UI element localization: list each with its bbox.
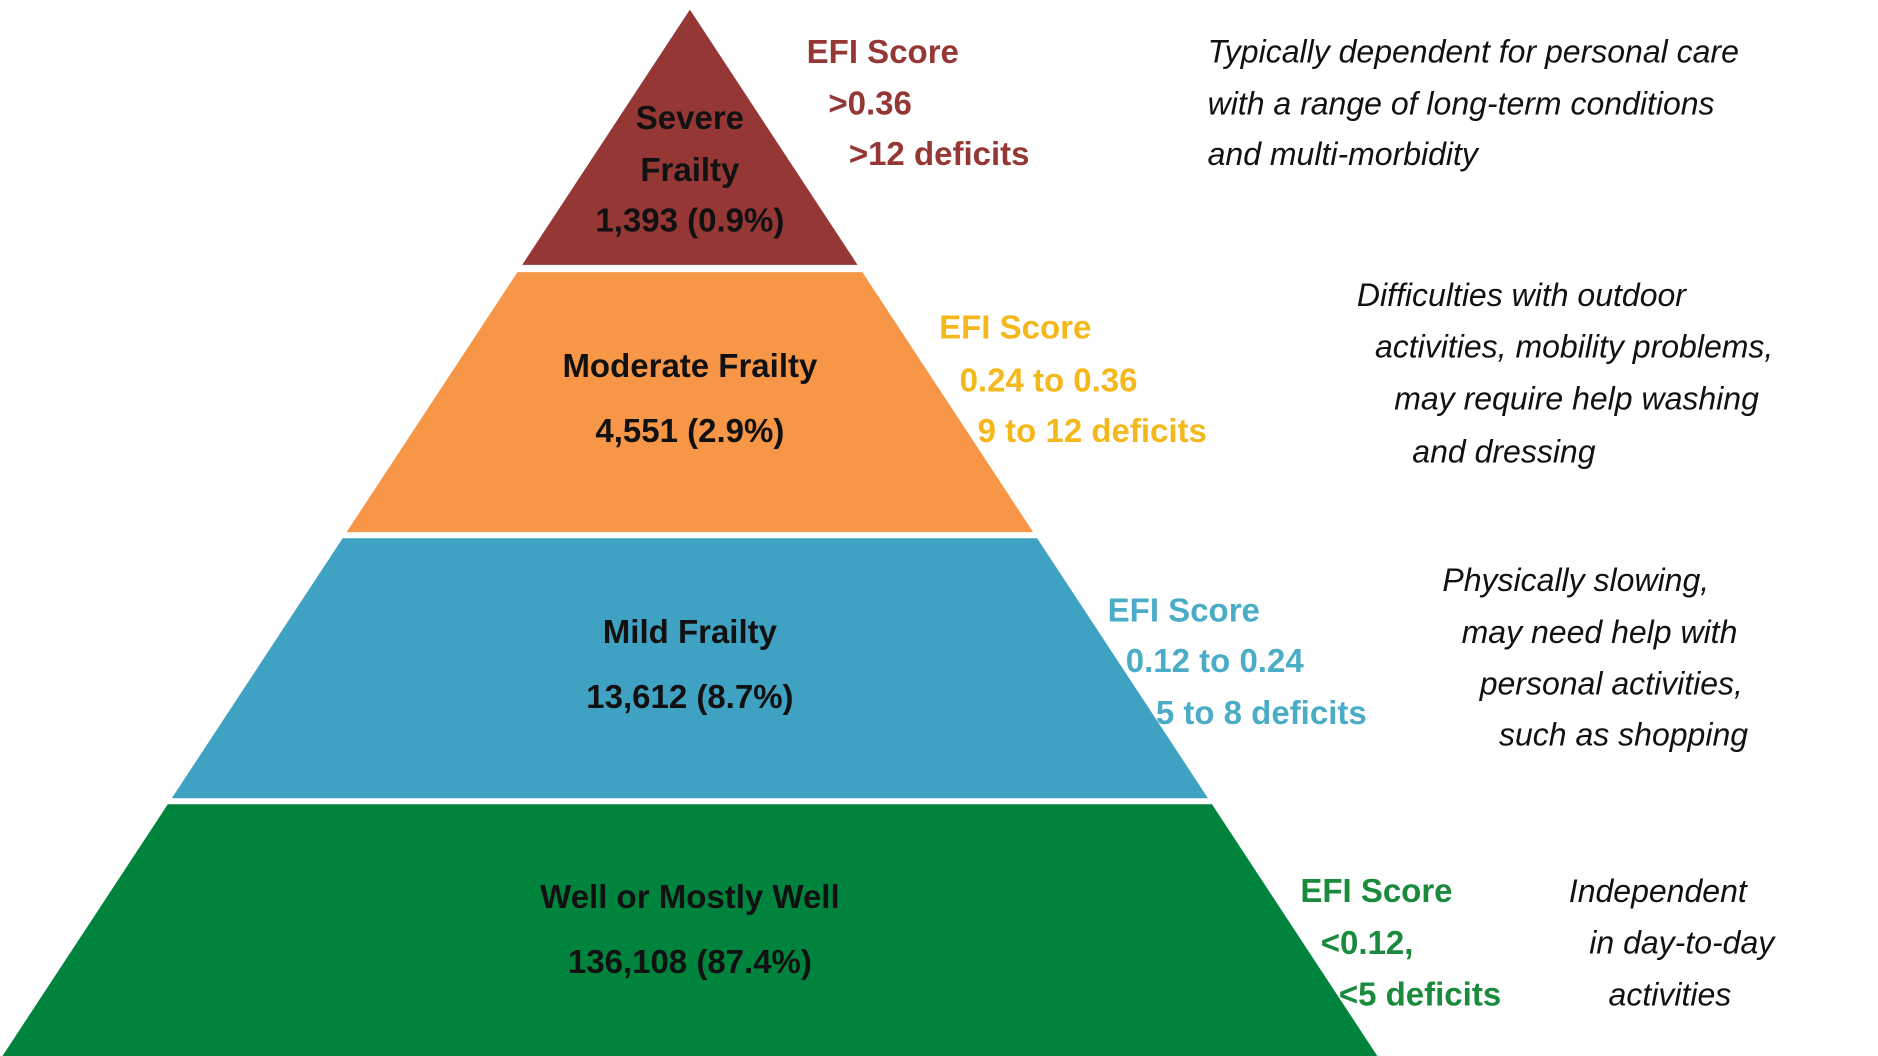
level-name: Well or Mostly Well — [540, 878, 840, 915]
level-description: Physically slowing, — [1442, 562, 1709, 598]
level-description: activities, mobility problems, — [1375, 329, 1773, 365]
level-description: activities — [1609, 976, 1732, 1012]
level-description: Independent — [1569, 873, 1748, 909]
efi-score: EFI Score — [939, 309, 1091, 346]
level-description: Difficulties with outdoor — [1357, 277, 1687, 313]
pyramid-level — [346, 272, 1034, 533]
level-description: and multi-morbidity — [1208, 136, 1480, 172]
efi-score: EFI Score — [1108, 592, 1260, 629]
level-description: personal activities, — [1479, 666, 1743, 702]
level-description: may require help washing — [1394, 380, 1759, 416]
pyramid-level — [171, 538, 1209, 799]
level-count: 4,551 (2.9%) — [595, 412, 784, 449]
pyramid-level — [522, 9, 858, 265]
level-description: and dressing — [1412, 433, 1595, 469]
efi-score: >12 deficits — [849, 135, 1030, 172]
level-name: Severe — [636, 99, 744, 136]
level-description: may need help with — [1462, 614, 1738, 650]
level-count: 13,612 (8.7%) — [586, 678, 793, 715]
level-name: Moderate Frailty — [562, 347, 818, 384]
level-description: such as shopping — [1499, 716, 1748, 752]
level-description: with a range of long-term conditions — [1208, 85, 1715, 121]
pyramid-level — [2, 804, 1378, 1056]
level-name: Frailty — [640, 151, 740, 188]
efi-score: 0.12 to 0.24 — [1126, 642, 1305, 679]
efi-score: <5 deficits — [1339, 976, 1501, 1013]
efi-score: 5 to 8 deficits — [1156, 694, 1367, 731]
level-name: Mild Frailty — [603, 613, 778, 650]
level-description: in day-to-day — [1589, 925, 1776, 961]
efi-score: EFI Score — [807, 33, 959, 70]
level-count: 1,393 (0.9%) — [595, 201, 784, 238]
level-count: 136,108 (87.4%) — [568, 943, 812, 980]
level-description: Typically dependent for personal care — [1208, 34, 1739, 70]
efi-score: EFI Score — [1300, 872, 1452, 909]
efi-score: >0.36 — [828, 85, 912, 122]
efi-score: 9 to 12 deficits — [978, 412, 1207, 449]
efi-score: <0.12, — [1321, 924, 1414, 961]
efi-score: 0.24 to 0.36 — [960, 362, 1138, 399]
